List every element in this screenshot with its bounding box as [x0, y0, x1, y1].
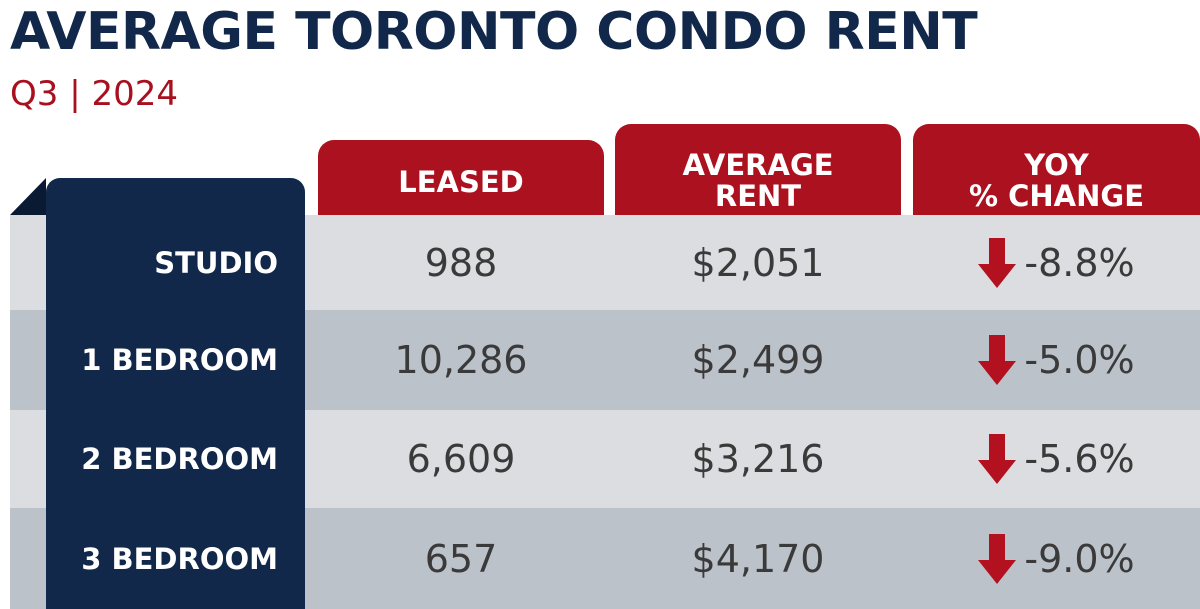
cell: 988	[424, 240, 498, 285]
cell: 657	[424, 536, 498, 581]
column-header: YOY % CHANGE	[913, 124, 1200, 216]
row-label: 2 BEDROOM	[81, 442, 278, 476]
subtitle: Q3 | 2024	[10, 74, 178, 114]
cell: -9.0%	[913, 508, 1200, 609]
yoy-change: -9.0%	[1024, 536, 1135, 581]
down-arrow	[978, 533, 1017, 584]
cell: -5.6%	[913, 410, 1200, 508]
yoy-change: -8.8%	[1024, 240, 1135, 285]
row-label: STUDIO	[154, 245, 278, 280]
cell: -8.8%	[913, 215, 1200, 310]
cell: 6,609	[406, 437, 516, 481]
cell: -5.0%	[913, 310, 1200, 410]
column-header: AVERAGE RENT	[615, 124, 901, 216]
cell: $3,216	[691, 437, 825, 481]
down-arrow	[978, 335, 1017, 385]
column-header: LEASED	[318, 140, 604, 216]
cell: $4,170	[691, 536, 825, 581]
cell: $2,051	[691, 240, 825, 285]
row-label: 1 BEDROOM	[81, 343, 278, 377]
cell: 10,286	[394, 338, 528, 382]
title: AVERAGE TORONTO CONDO RENT	[10, 2, 978, 62]
row-label-column	[46, 178, 305, 609]
yoy-change: -5.0%	[1024, 338, 1135, 382]
cell: $2,499	[691, 338, 825, 382]
corner-fold	[10, 178, 46, 215]
down-arrow	[978, 434, 1017, 484]
down-arrow	[978, 237, 1017, 288]
yoy-change: -5.6%	[1024, 437, 1135, 481]
row-label: 3 BEDROOM	[81, 541, 278, 576]
